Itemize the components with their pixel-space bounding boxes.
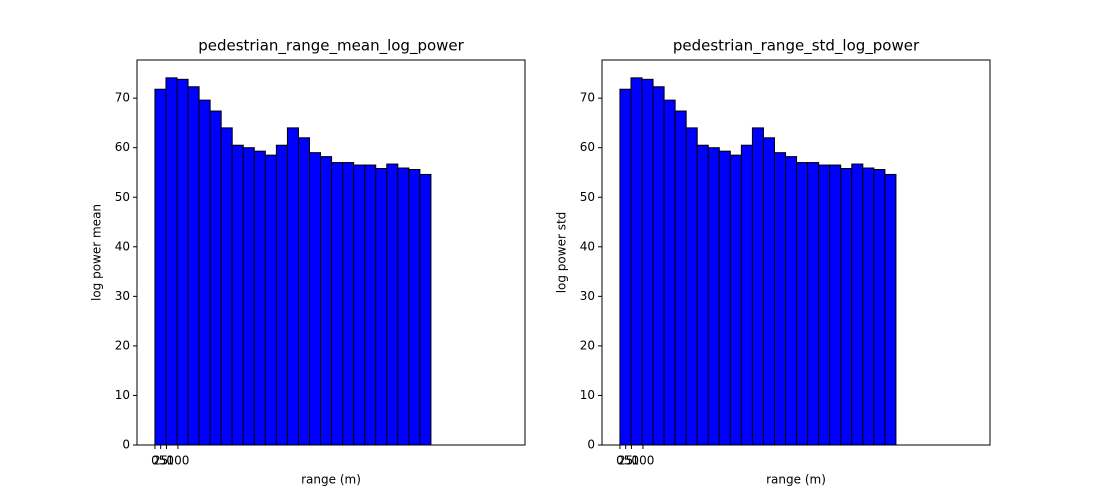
bar [275, 144, 288, 446]
x-tick-label: 25 [618, 454, 633, 468]
bar [818, 164, 831, 446]
x-axis-label: range (m) [301, 473, 361, 487]
bar [220, 127, 233, 446]
y-tick-label: 50 [115, 190, 130, 204]
bar [364, 164, 377, 446]
bar [419, 173, 432, 446]
y-tick-label: 30 [115, 289, 130, 303]
x-tick-label: 50 [159, 454, 174, 468]
bar [729, 154, 742, 446]
x-tick-label: 100 [631, 454, 654, 468]
bar [375, 168, 388, 446]
bar [386, 163, 399, 446]
bar [242, 147, 255, 446]
bar [862, 167, 875, 446]
bar [873, 169, 886, 446]
bar [176, 78, 189, 446]
subplot: 01020304050607002550100pedestrian_range_… [90, 37, 526, 487]
chart-title: pedestrian_range_std_log_power [673, 37, 920, 56]
x-tick-label: 0 [151, 454, 159, 468]
bar [331, 162, 344, 446]
bar [840, 168, 853, 446]
x-tick-label: 50 [624, 454, 639, 468]
bar [231, 144, 244, 446]
y-tick-label: 50 [580, 190, 595, 204]
bar [785, 156, 798, 446]
bar [353, 164, 366, 446]
bar [198, 99, 211, 446]
bar [408, 169, 421, 446]
y-tick-label: 60 [115, 140, 130, 154]
bar [718, 150, 731, 446]
bar [663, 99, 676, 446]
y-axis-label: log power std [555, 212, 569, 294]
bar [829, 164, 842, 446]
bar [641, 78, 654, 446]
chart-title: pedestrian_range_mean_log_power [198, 37, 464, 56]
bar [762, 137, 775, 446]
bar [297, 137, 310, 446]
bar [209, 110, 222, 446]
bar [619, 88, 632, 446]
axes-frame [136, 59, 526, 446]
bar [652, 86, 665, 446]
x-tick-label: 0 [616, 454, 624, 468]
bar [187, 86, 200, 446]
y-tick-label: 70 [115, 91, 130, 105]
bar [707, 147, 720, 446]
y-tick-label: 70 [580, 91, 595, 105]
bar [696, 144, 709, 446]
x-tick-label: 100 [166, 454, 189, 468]
y-tick-label: 30 [580, 289, 595, 303]
bar [630, 77, 643, 446]
bar [685, 127, 698, 446]
bar [851, 163, 864, 446]
bar [253, 150, 266, 446]
y-tick-label: 0 [587, 438, 595, 452]
bar [308, 152, 322, 446]
bar [773, 152, 787, 446]
y-axis-label: log power mean [90, 204, 104, 301]
y-tick-label: 60 [580, 140, 595, 154]
bar [397, 167, 410, 446]
x-axis-label: range (m) [766, 473, 826, 487]
y-tick-label: 40 [580, 239, 595, 253]
bar [320, 156, 333, 446]
y-tick-label: 10 [580, 388, 595, 402]
y-tick-label: 20 [580, 338, 595, 352]
bar [286, 127, 299, 446]
bar [342, 162, 355, 446]
bar [884, 173, 897, 446]
bar [751, 127, 764, 446]
y-tick-label: 40 [115, 239, 130, 253]
bar [264, 154, 277, 446]
x-tick-label: 25 [153, 454, 168, 468]
bar [674, 110, 687, 446]
bar [807, 162, 820, 446]
subplot: 01020304050607002550100pedestrian_range_… [555, 37, 991, 487]
bar [796, 162, 809, 446]
axes-frame [601, 59, 991, 446]
bar [154, 88, 167, 446]
bar [740, 144, 753, 446]
y-tick-label: 0 [122, 438, 130, 452]
y-tick-label: 20 [115, 338, 130, 352]
bar [165, 77, 178, 446]
y-tick-label: 10 [115, 388, 130, 402]
